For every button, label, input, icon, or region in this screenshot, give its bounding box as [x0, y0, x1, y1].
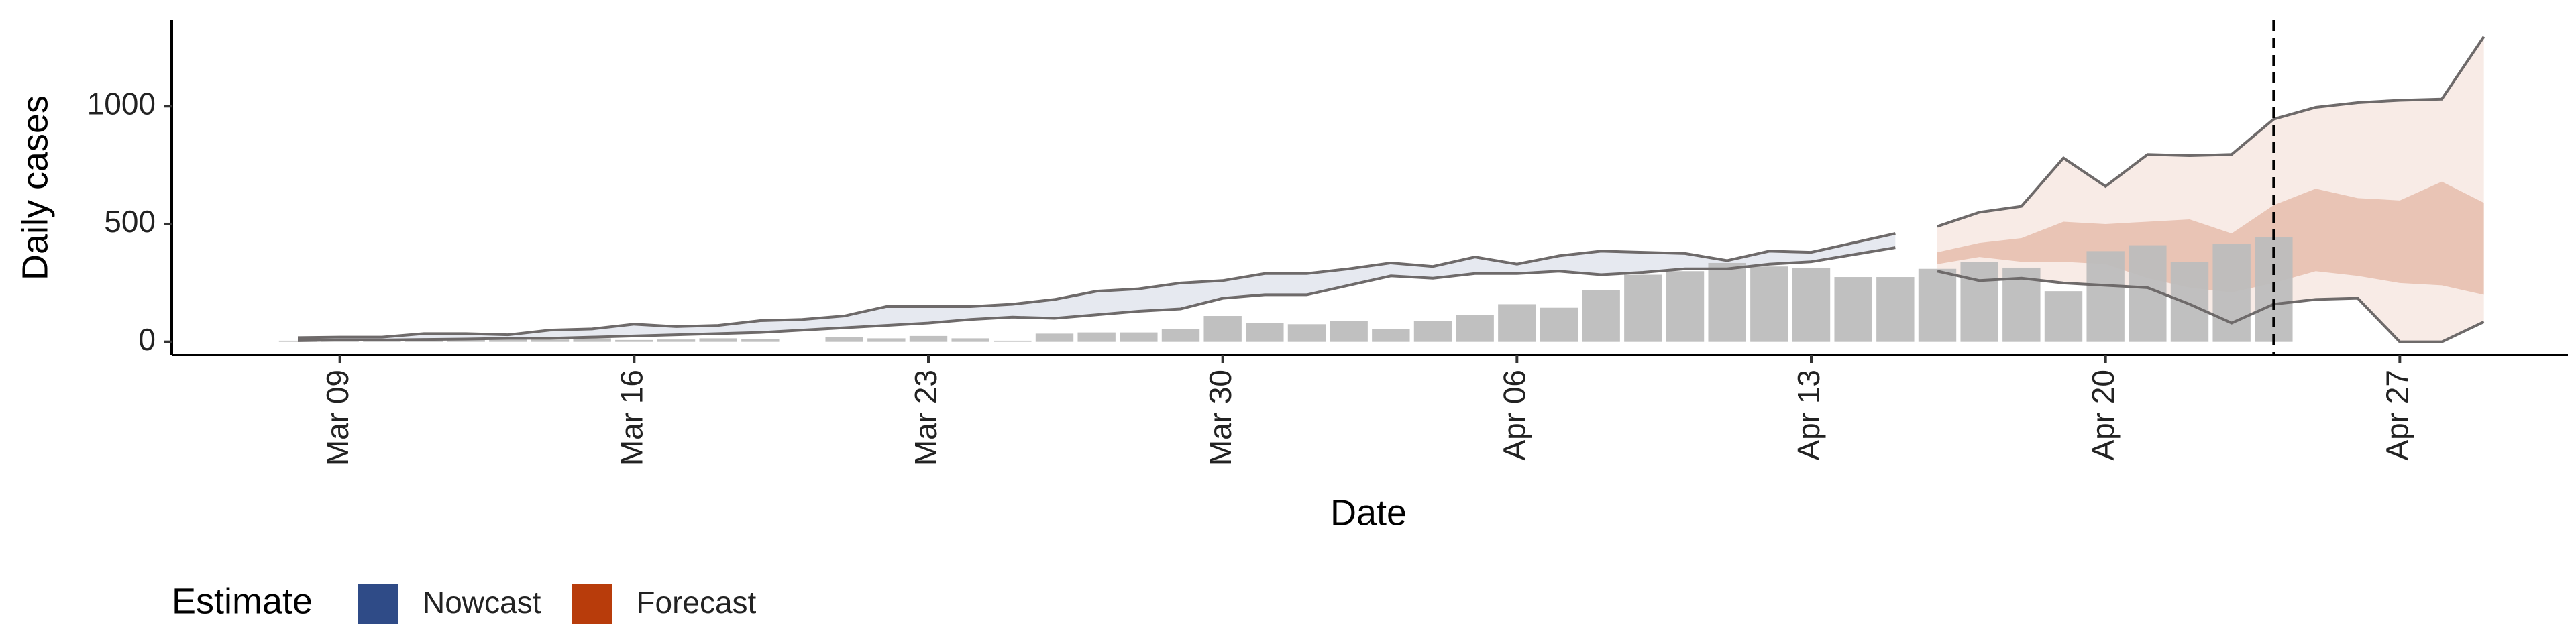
bar	[405, 339, 443, 342]
bar	[1498, 304, 1536, 342]
x-tick-label: Mar 23	[908, 370, 943, 466]
ribbon-inner	[1937, 181, 2484, 295]
bar	[1750, 266, 1788, 342]
ribbon-bound-line	[1937, 36, 2485, 228]
bar	[1834, 277, 1872, 342]
bar	[2212, 244, 2251, 342]
legend-label: Forecast	[636, 585, 756, 620]
bar	[1960, 262, 1998, 342]
bar	[657, 339, 696, 342]
x-tick-label: Apr 20	[2086, 370, 2121, 461]
ribbon-bound-line	[297, 246, 1896, 342]
bar	[573, 338, 611, 342]
bar	[1203, 316, 1242, 342]
bar	[909, 335, 948, 342]
bar	[2086, 251, 2125, 342]
ribbon-bound-line	[297, 232, 1896, 339]
legend-swatch	[572, 584, 612, 624]
legend-title: Estimate	[172, 581, 313, 621]
bar	[278, 340, 317, 342]
bar	[2170, 262, 2209, 342]
bar	[489, 339, 527, 342]
bar	[1330, 321, 1368, 342]
bar	[1077, 332, 1116, 342]
bar	[2044, 291, 2083, 342]
ribbon-bound-line	[1937, 270, 2485, 343]
bar	[1372, 329, 1410, 342]
bar	[825, 337, 863, 342]
x-tick-label: Apr 06	[1497, 370, 1532, 461]
legend-swatch	[358, 584, 398, 624]
x-tick-label: Mar 30	[1203, 370, 1238, 466]
ribbon-outer	[1937, 36, 2484, 342]
bar	[1624, 274, 1662, 342]
bar	[1035, 333, 1074, 342]
bar	[1708, 262, 1746, 342]
bar	[1287, 324, 1326, 342]
x-tick-label: Apr 27	[2379, 370, 2414, 461]
bar	[951, 338, 989, 342]
bar	[1792, 267, 1831, 342]
bar	[321, 341, 359, 342]
x-tick-label: Apr 13	[1791, 370, 1826, 461]
bar	[531, 339, 570, 342]
bar	[994, 340, 1032, 342]
bar	[1456, 315, 1494, 342]
bar	[867, 338, 906, 342]
x-axis-title: Date	[1330, 492, 1407, 533]
x-tick-label: Mar 16	[614, 370, 649, 466]
bar	[741, 339, 780, 342]
bar	[1161, 329, 1200, 342]
bar	[1540, 307, 1578, 342]
bar	[1582, 290, 1620, 342]
bar	[1666, 271, 1705, 342]
y-tick-label: 0	[138, 322, 156, 357]
y-axis-title: Daily cases	[15, 95, 55, 280]
bar	[1120, 332, 1158, 342]
legend-label: Nowcast	[423, 585, 541, 620]
x-tick-label: Mar 09	[320, 370, 355, 466]
bar	[447, 339, 485, 342]
bar	[1918, 268, 1957, 342]
bar	[1876, 277, 1915, 342]
bar	[1413, 321, 1452, 342]
y-tick-label: 500	[104, 204, 156, 239]
bar	[699, 338, 737, 342]
bar	[615, 339, 653, 342]
bar	[1246, 323, 1284, 342]
y-tick-label: 1000	[87, 86, 156, 121]
